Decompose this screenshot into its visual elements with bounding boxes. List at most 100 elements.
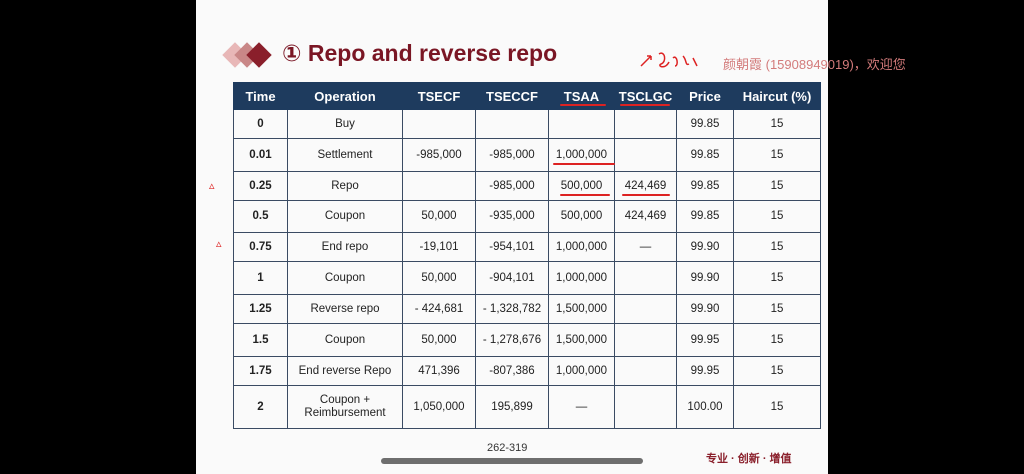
table-cell: 99.90 [676,261,734,295]
table-cell: 99.95 [676,323,734,357]
handwritten-annotation-icon [640,52,698,68]
table-cell: Repo [287,171,403,201]
table-row: 1 Coupon 50,000 -904,101 1,000,000 99.90 15 [233,261,821,295]
table-cell [402,171,476,201]
triangle-mark-icon: ▵ [216,238,222,250]
table-cell: 15 [733,109,821,139]
table-cell: — [614,232,677,262]
table-cell: 1,000,000 [548,356,615,386]
table-row: 1.75 End reverse Repo 471,396 -807,386 1,000… [233,356,821,386]
table-cell: 99.95 [676,356,734,386]
underline-repo-tsaa-icon [560,194,610,196]
table-cell: 99.90 [676,294,734,324]
table-cell: 2 [233,385,288,429]
table-cell: 0.5 [233,200,288,233]
table-cell: -985,000 [402,138,476,172]
page-range: 262-319 [487,442,528,454]
table-cell: Coupon [287,200,403,233]
table-cell: 1,500,000 [548,323,615,357]
table-cell: 99.90 [676,232,734,262]
title-diamond-icon [218,40,282,70]
table-cell [475,109,549,139]
table-cell: 15 [733,200,821,233]
table-cell: End repo [287,232,403,262]
table-cell: 471,396 [402,356,476,386]
table-cell: 99.85 [676,171,734,201]
table-cell: 99.85 [676,109,734,139]
table-cell: — [548,385,615,429]
table-cell: 50,000 [402,200,476,233]
table-header-row: Time Operation TSECF TSECCF TSAA TSCLGC … [233,82,821,110]
table-cell: 15 [733,138,821,172]
table-cell: Coupon [287,261,403,295]
table-row: 2 Coupon + Reimbursement 1,050,000 195,899—… [233,385,821,429]
table-cell: 1,050,000 [402,385,476,429]
table-cell: Reverse repo [287,294,403,324]
column-header: Price [676,82,734,110]
table-cell [614,323,677,357]
table-cell: 0.75 [233,232,288,262]
table-cell: 50,000 [402,323,476,357]
column-header: TSECF [402,82,476,110]
table-cell: -19,101 [402,232,476,262]
brand-slogan: 专业 · 创新 · 增值 [706,453,792,465]
table-cell: 1,000,000 [548,232,615,262]
table-cell [614,385,677,429]
table-cell: - 1,278,676 [475,323,549,357]
table-cell: -985,000 [475,171,549,201]
table-cell: 99.85 [676,138,734,172]
table-cell: - 1,328,782 [475,294,549,324]
table-cell: 424,469 [614,200,677,233]
table-cell: 1.5 [233,323,288,357]
table-row: 0.25 Repo -985,000 500,000 424,469 99.85 15 [233,171,821,201]
table-cell: 15 [733,356,821,386]
column-header: Haircut (%) [733,82,821,110]
table-cell: 50,000 [402,261,476,295]
underline-repo-tsclgc-icon [622,194,670,196]
table-cell: -935,000 [475,200,549,233]
table-cell: 1.75 [233,356,288,386]
horizontal-scrollbar[interactable] [381,458,643,464]
table-row: 0.01 Settlement -985,000 -985,000 1,000,000 9… [233,138,821,172]
table-cell: -954,101 [475,232,549,262]
table-cell: 500,000 [548,171,615,201]
slide: ① Repo and reverse repo 颜朝霞 (15908949019… [196,0,906,474]
table-row: 0.75 End repo -19,101 -954,101 1,000,000—99.… [233,232,821,262]
table-cell: 1,000,000 [548,138,615,172]
table-cell: -904,101 [475,261,549,295]
table-cell: 1,500,000 [548,294,615,324]
table-cell: 424,469 [614,171,677,201]
table-cell: 0.01 [233,138,288,172]
table-cell: 0 [233,109,288,139]
column-header: TSECCF [475,82,549,110]
table-cell: 15 [733,261,821,295]
table-cell [614,356,677,386]
table-cell: 1 [233,261,288,295]
table-cell: 99.85 [676,200,734,233]
table-cell [614,138,677,172]
table-cell: 15 [733,232,821,262]
table-cell: Coupon + Reimbursement [287,385,403,429]
table-row: 1.5 Coupon 50,000- 1,278,676 1,500,000 99.95… [233,323,821,357]
column-header: Operation [287,82,403,110]
table-cell: End reverse Repo [287,356,403,386]
table-cell: 0.25 [233,171,288,201]
table-cell: 195,899 [475,385,549,429]
table-cell [548,109,615,139]
title-row: ① Repo and reverse repo [218,38,818,72]
underline-tsaa-icon [560,104,606,106]
table-cell: 1,000,000 [548,261,615,295]
table-cell: Coupon [287,323,403,357]
table-cell: 15 [733,294,821,324]
table-cell: -985,000 [475,138,549,172]
table-row: 0 Buy 99.85 15 [233,109,821,139]
table-row: 0.5 Coupon 50,000 -935,000 500,000 424,469 99.… [233,200,821,233]
table-cell: - 424,681 [402,294,476,324]
underline-settlement-icon [553,163,615,165]
watermark-text: 颜朝霞 (15908949019)，欢迎您 [723,57,906,72]
table-cell [402,109,476,139]
repo-operations-table: Time Operation TSECF TSECCF TSAA TSCLGC … [233,82,821,429]
table-cell: Buy [287,109,403,139]
underline-tsclgc-icon [620,104,670,106]
table-cell: Settlement [287,138,403,172]
